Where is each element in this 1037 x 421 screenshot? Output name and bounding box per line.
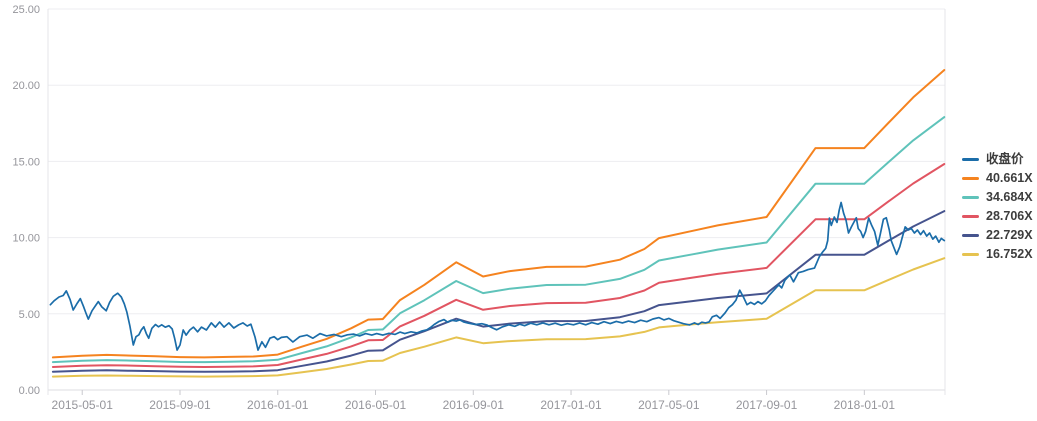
x-axis-label: 2015-05-01	[52, 398, 114, 412]
series-line-band-40.661x	[51, 69, 946, 359]
legend-label: 22.729X	[986, 228, 1033, 242]
legend-label: 28.706X	[986, 209, 1033, 223]
series-line-band-28.706x	[51, 163, 946, 368]
legend-swatch-band-34.684x	[962, 196, 979, 199]
legend-item-band-34.684x[interactable]: 34.684X	[962, 191, 1033, 204]
legend-item-closing-price[interactable]: 收盘价	[962, 153, 1033, 166]
y-axis-label: 0.00	[19, 385, 40, 397]
x-axis-label: 2016-05-01	[345, 398, 407, 412]
legend-swatch-closing-price	[962, 158, 979, 161]
x-axis-label: 2016-09-01	[443, 398, 505, 412]
legend-swatch-band-22.729x	[962, 234, 979, 237]
legend-label: 收盘价	[986, 152, 1024, 166]
series-line-closing-price	[49, 201, 946, 351]
y-axis-label: 15.00	[12, 156, 40, 168]
legend-label: 16.752X	[986, 247, 1033, 261]
legend-swatch-band-16.752x	[962, 253, 979, 256]
chart-legend: 收盘价 40.661X 34.684X 28.706X 22.729X 16.752X	[962, 153, 1033, 267]
legend-swatch-band-40.661x	[962, 177, 979, 180]
legend-item-band-28.706x[interactable]: 28.706X	[962, 210, 1033, 223]
y-axis-label: 20.00	[12, 80, 40, 92]
x-axis-label: 2017-05-01	[638, 398, 700, 412]
legend-label: 40.661X	[986, 171, 1033, 185]
legend-label: 34.684X	[986, 190, 1033, 204]
x-axis-label: 2016-01-01	[247, 398, 309, 412]
x-axis-label: 2017-01-01	[540, 398, 602, 412]
x-axis-label: 2018-01-01	[834, 398, 896, 412]
legend-item-band-22.729x[interactable]: 22.729X	[962, 229, 1033, 242]
series-line-band-16.752x	[51, 257, 946, 378]
x-axis-label: 2015-09-01	[149, 398, 211, 412]
y-axis-label: 5.00	[19, 309, 40, 321]
legend-item-band-40.661x[interactable]: 40.661X	[962, 172, 1033, 185]
legend-swatch-band-28.706x	[962, 215, 979, 218]
y-axis-label: 25.00	[12, 4, 40, 16]
legend-item-band-16.752x[interactable]: 16.752X	[962, 248, 1033, 261]
x-axis-label: 2017-09-01	[736, 398, 798, 412]
series-line-band-34.684x	[51, 116, 946, 364]
y-axis-label: 10.00	[12, 233, 40, 245]
